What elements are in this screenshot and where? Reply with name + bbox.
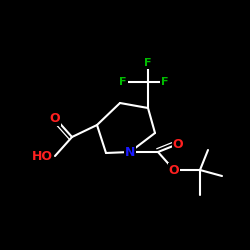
Text: O: O — [169, 164, 179, 176]
Text: F: F — [161, 77, 169, 87]
Text: F: F — [144, 58, 152, 68]
Text: HO: HO — [32, 150, 53, 162]
Text: O: O — [173, 138, 183, 150]
Text: F: F — [119, 77, 127, 87]
Text: N: N — [125, 146, 135, 158]
Text: O: O — [50, 112, 60, 124]
